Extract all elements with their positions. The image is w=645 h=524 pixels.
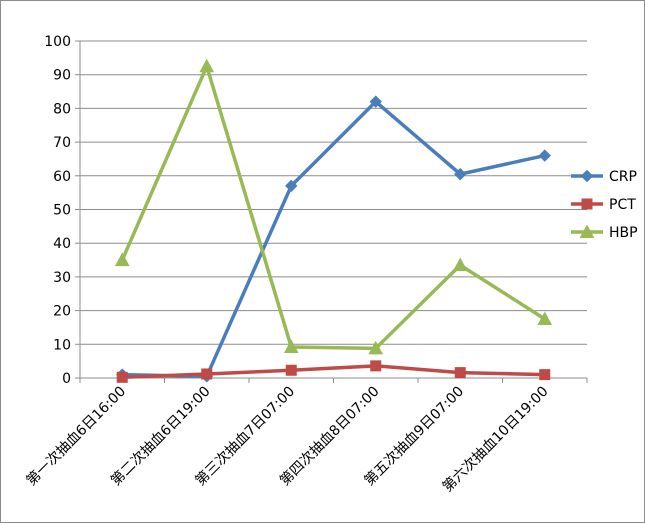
y-tick-label: 70	[53, 135, 71, 151]
legend-label: PCT	[609, 197, 636, 213]
x-tick-labels: 第一次抽血6日16:00第二次抽血6日19:00第三次抽血7日07:00第四次抽…	[23, 383, 552, 496]
y-tick-label: 50	[53, 203, 71, 219]
hbp-point	[368, 340, 384, 355]
pct-line	[122, 364, 545, 380]
legend-item-crp: CRP	[571, 169, 637, 185]
axes	[75, 40, 588, 383]
crp-point	[285, 179, 298, 193]
legend: CRP PCT HBP	[571, 169, 638, 241]
hbp-point	[537, 311, 553, 326]
crp-point	[369, 95, 382, 108]
gridlines	[80, 40, 587, 345]
y-tick-labels: 0 10 20 30 40 50 60 70 80 90 100	[44, 34, 71, 387]
pct-series	[116, 360, 551, 383]
y-tick-label: 80	[53, 101, 71, 117]
pct-point	[454, 367, 466, 379]
hbp-point	[199, 58, 215, 73]
crp-point	[454, 167, 467, 181]
pct-point	[285, 364, 297, 376]
hbp-line	[120, 64, 546, 351]
crp-series	[116, 95, 551, 383]
pct-point	[370, 360, 382, 372]
series	[114, 58, 553, 383]
crp-point	[538, 149, 551, 162]
pct-point	[201, 368, 213, 380]
y-tick-label: 60	[53, 169, 71, 185]
y-tick-label: 20	[53, 304, 71, 320]
crp-line	[122, 99, 546, 379]
y-tick-label: 0	[62, 371, 71, 387]
legend-swatch-marker	[580, 169, 594, 183]
y-tick-label: 90	[53, 68, 71, 84]
y-tick-label: 40	[53, 236, 71, 252]
hbp-series	[114, 58, 553, 355]
hbp-point	[283, 339, 299, 354]
hbp-point	[114, 252, 130, 267]
pct-point	[539, 369, 551, 381]
legend-swatch-marker	[579, 224, 595, 239]
legend-item-pct: PCT	[571, 197, 636, 213]
legend-label: CRP	[609, 169, 637, 185]
y-tick-label: 10	[53, 337, 71, 353]
legend-label: HBP	[609, 225, 638, 241]
hbp-point	[452, 257, 468, 272]
y-tick-label: 100	[44, 34, 71, 50]
legend-item-hbp: HBP	[571, 224, 638, 241]
y-tick-label: 30	[53, 270, 71, 286]
legend-swatch-marker	[581, 198, 593, 210]
pct-point	[116, 371, 128, 383]
